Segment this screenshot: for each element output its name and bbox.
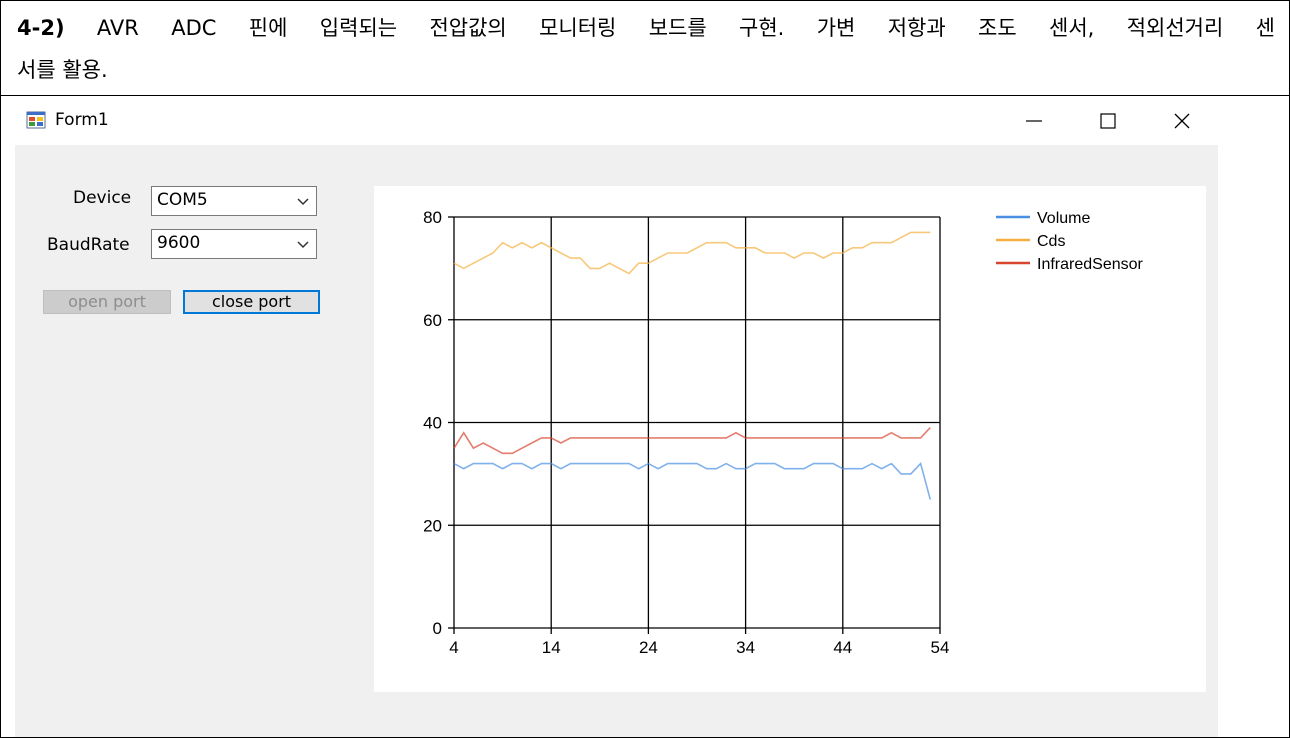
series-line-infraredsensor <box>454 428 930 454</box>
heading-text: AVR ADC 핀에 입력되는 전압값의 모니터링 보드를 구현. 가변 저항과… <box>65 16 1275 40</box>
form-app-icon <box>26 110 46 130</box>
device-label: Device <box>73 188 131 208</box>
heading-line-1: 4-2) AVR ADC 핀에 입력되는 전압값의 모니터링 보드를 구현. 가… <box>17 9 1275 48</box>
close-port-button[interactable]: close port <box>183 290 320 314</box>
legend-label-volume: Volume <box>1037 210 1090 227</box>
series-line-volume <box>454 464 930 500</box>
legend-label-infraredsensor: InfraredSensor <box>1037 256 1144 273</box>
maximize-icon <box>1099 112 1117 130</box>
title-bar[interactable]: Form1 <box>15 96 1218 145</box>
y-tick-label: 0 <box>433 619 442 638</box>
sensor-line-chart: 0 20 40 60 80 4 14 24 34 44 54 Volume Cds InfraredSen… <box>374 186 1206 692</box>
x-tick-label: 54 <box>931 638 950 657</box>
y-tick-label: 40 <box>423 414 442 433</box>
device-value: COM5 <box>157 190 208 210</box>
legend-label-cds: Cds <box>1037 233 1065 250</box>
close-window-button[interactable] <box>1145 96 1219 145</box>
form1-window: Form1 Device COM5 BaudRate 9600 open por… <box>15 96 1218 737</box>
x-tick-label: 4 <box>449 638 458 657</box>
heading-number: 4-2) <box>17 16 65 40</box>
x-tick-label: 14 <box>542 638 561 657</box>
heading-cell: 4-2) AVR ADC 핀에 입력되는 전압값의 모니터링 보드를 구현. 가… <box>1 1 1289 96</box>
close-icon <box>1173 112 1191 130</box>
y-tick-label: 60 <box>423 311 442 330</box>
heading-line-2: 서를 활용. <box>17 51 108 90</box>
x-tick-label: 44 <box>833 638 852 657</box>
series-line-cds <box>454 232 930 273</box>
chart-svg: 0 20 40 60 80 4 14 24 34 44 54 Volume Cds InfraredSen… <box>374 186 1206 692</box>
y-tick-label: 80 <box>423 208 442 227</box>
baudrate-value: 9600 <box>157 233 200 253</box>
chevron-down-icon <box>296 197 310 207</box>
minimize-button[interactable] <box>997 96 1071 145</box>
x-tick-label: 24 <box>639 638 658 657</box>
x-tick-label: 34 <box>736 638 755 657</box>
open-port-button[interactable]: open port <box>43 290 171 314</box>
baudrate-label: BaudRate <box>47 235 130 255</box>
chevron-down-icon <box>296 240 310 250</box>
minimize-icon <box>1025 112 1043 130</box>
device-combobox[interactable]: COM5 <box>151 186 317 216</box>
maximize-button[interactable] <box>1071 96 1145 145</box>
y-tick-label: 20 <box>423 516 442 535</box>
baudrate-combobox[interactable]: 9600 <box>151 229 317 259</box>
window-title: Form1 <box>55 110 109 130</box>
